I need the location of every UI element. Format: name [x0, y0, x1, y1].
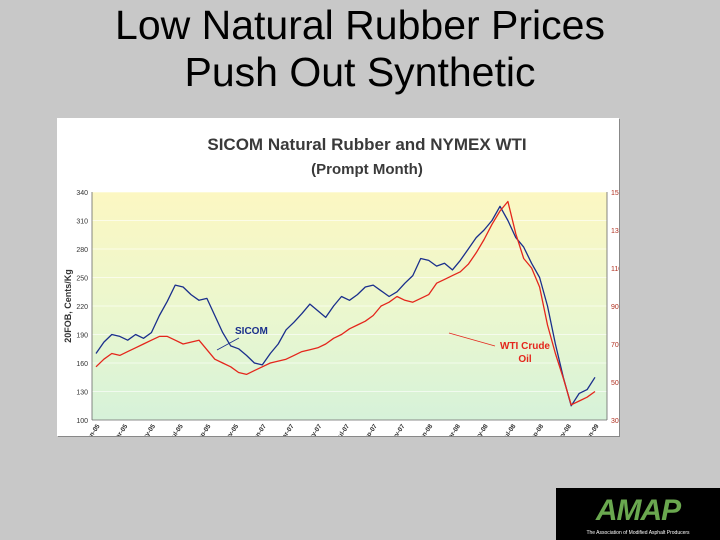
- x-tick-label: Jul-08: [501, 423, 518, 436]
- x-tick-label: Sep-07: [361, 423, 379, 436]
- chart-frame: SICOM Natural Rubber and NYMEX WTI (Prom…: [57, 118, 619, 436]
- x-tick-label: May-08: [471, 423, 490, 436]
- slide-title: Low Natural Rubber Prices Push Out Synth…: [0, 2, 720, 96]
- annotation-sicom: SICOM: [235, 326, 268, 337]
- annotations: SICOM WTI Crude Oil: [216, 326, 550, 365]
- y-left-tick-label: 250: [76, 276, 88, 283]
- chart-title: SICOM Natural Rubber and NYMEX WTI: [207, 135, 526, 154]
- y-right-tick-label: 30.00: [611, 418, 619, 425]
- annotation-wti-arrow: [448, 332, 496, 347]
- annotation-sicom-arrow: [216, 337, 240, 351]
- y-left-tick-label: 100: [76, 418, 88, 425]
- x-tick-label: Sep-08: [527, 423, 545, 436]
- logo-text: AMAP: [595, 494, 681, 527]
- y-left-tick-label: 130: [76, 390, 88, 397]
- sicom-series-line: [95, 205, 596, 407]
- x-tick-label: Jan-08: [417, 423, 435, 436]
- axes: 340 310 280 250 220 190 160 130 100 150.00 130.00 1…: [63, 190, 619, 436]
- x-tick-label: May-07: [305, 423, 324, 436]
- chart-subtitle: (Prompt Month): [311, 161, 423, 178]
- y-right-tick-label: 70.00: [611, 342, 619, 349]
- y-left-axis-title: 20FOB, Cents/Kg: [63, 269, 73, 343]
- x-tick-label: Jan-09: [583, 423, 601, 436]
- slide-title-line-1: Low Natural Rubber Prices: [115, 2, 605, 48]
- amap-logo: AMAP The Association of Modified Asphalt…: [556, 488, 720, 540]
- y-left-tick-label: 310: [76, 219, 88, 226]
- x-tick-label: May-05: [139, 423, 158, 436]
- logo-subtitle: The Association of Modified Asphalt Prod…: [586, 530, 690, 536]
- annotation-wti-line2: Oil: [518, 354, 532, 365]
- slide-title-line-2: Push Out Synthetic: [184, 49, 536, 95]
- x-tick-label: Nov-07: [388, 423, 406, 436]
- x-tick-label: Nov-05: [222, 423, 240, 436]
- y-left-tick-label: 280: [76, 247, 88, 254]
- x-tick-label: Mar-08: [444, 423, 462, 436]
- x-tick-label: Sep-05: [195, 423, 213, 436]
- x-tick-label: Mar-05: [112, 423, 130, 436]
- y-left-tick-label: 160: [76, 361, 88, 368]
- y-right-tick-label: 130.00: [611, 228, 619, 235]
- x-tick-label: Nov-08: [555, 423, 573, 436]
- y-right-tick-label: 50.00: [611, 380, 619, 387]
- y-left-tick-label: 190: [76, 333, 88, 340]
- y-right-tick-label: 90.00: [611, 304, 619, 311]
- x-tick-label: Jan-07: [250, 423, 268, 436]
- annotation-wti-line1: WTI Crude: [500, 341, 550, 352]
- wti-series-line: [95, 200, 596, 406]
- y-left-tick-label: 340: [76, 190, 88, 197]
- x-tick-label: Jul-07: [335, 423, 352, 436]
- series-lines: [95, 200, 596, 407]
- x-tick-label: Mar-07: [278, 423, 296, 436]
- y-right-tick-label: 110.00: [611, 266, 619, 273]
- y-right-tick-label: 150.00: [611, 190, 619, 197]
- y-left-tick-label: 220: [76, 304, 88, 311]
- x-tick-label: Jul-05: [168, 423, 185, 436]
- chart: SICOM Natural Rubber and NYMEX WTI (Prom…: [63, 135, 619, 436]
